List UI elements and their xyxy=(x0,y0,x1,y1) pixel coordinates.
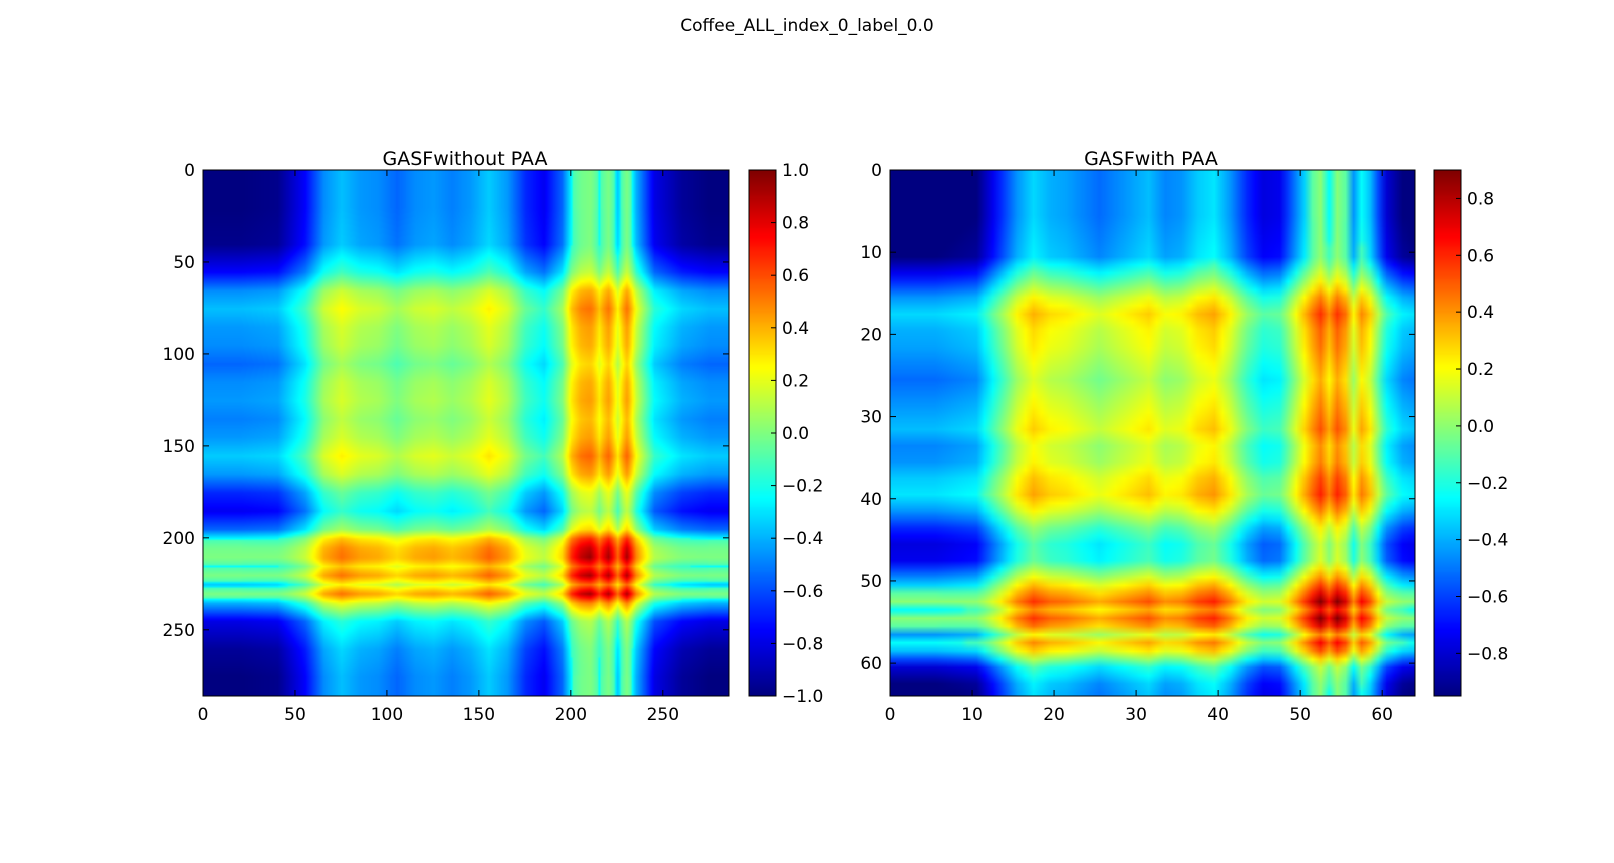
colorbar-tick-label: −0.6 xyxy=(782,582,823,602)
x-tick-label: 20 xyxy=(1043,705,1065,725)
y-tick-label: 0 xyxy=(184,161,195,181)
colorbar-tick-label: −0.6 xyxy=(1467,587,1508,607)
y-tick-label: 50 xyxy=(173,253,195,273)
y-tick-label: 50 xyxy=(860,572,882,592)
colorbar-tick-label: 0.6 xyxy=(1467,246,1494,266)
x-tick-label: 40 xyxy=(1207,705,1229,725)
y-tick-label: 100 xyxy=(163,345,195,365)
colorbar-tick-label: 1.0 xyxy=(782,161,809,181)
x-tick-label: 100 xyxy=(371,705,403,725)
y-axis: 0 50 100 150 200 250 xyxy=(163,161,729,641)
figure-title: Coffee_ALL_index_0_label_0.0 xyxy=(680,16,934,36)
x-tick-label: 200 xyxy=(555,705,587,725)
y-tick-label: 10 xyxy=(860,243,882,263)
colorbar-tick-label: −0.8 xyxy=(1467,644,1508,664)
x-tick-label: 50 xyxy=(284,705,306,725)
y-tick-label: 40 xyxy=(860,490,882,510)
heatmap-image xyxy=(203,170,729,696)
colorbar-tick-label: −0.2 xyxy=(1467,474,1508,494)
colorbar-tick-label: −0.4 xyxy=(1467,531,1508,551)
chart-panel-right: GASFwith PAA 0 10 20 30 40 50 60 0 10 20 30 40 50 60… xyxy=(860,148,1508,725)
colorbar-tick-label: −1.0 xyxy=(782,687,823,707)
x-tick-label: 30 xyxy=(1125,705,1147,725)
y-tick-label: 0 xyxy=(871,161,882,181)
y-tick-label: 250 xyxy=(163,621,195,641)
colorbar-tick-label: 0.8 xyxy=(782,214,809,234)
x-tick-label: 60 xyxy=(1371,705,1393,725)
chart-title: GASFwithout PAA xyxy=(383,148,548,170)
colorbar-axis: 0.8 0.6 0.4 0.2 0.0 −0.2 −0.4 −0.6 −0.8 xyxy=(1456,189,1508,664)
heatmap-frame xyxy=(202,169,730,697)
x-tick-label: 250 xyxy=(647,705,679,725)
colorbar-axis: 1.0 0.8 0.6 0.4 0.2 0.0 −0.2 −0.4 −0.6 −0.8 −1.0 xyxy=(771,161,823,707)
chart-title: GASFwith PAA xyxy=(1084,148,1218,170)
x-tick-label: 50 xyxy=(1289,705,1311,725)
y-tick-label: 200 xyxy=(163,529,195,549)
colorbar-tick-label: 0.6 xyxy=(782,266,809,286)
chart-panel-left: GASFwithout PAA 0 50 100 150 200 250 0 50 100 15… xyxy=(163,148,824,725)
y-tick-label: 30 xyxy=(860,408,882,428)
colorbar-tick-label: −0.2 xyxy=(782,477,823,497)
x-tick-label: 0 xyxy=(885,705,896,725)
x-tick-label: 150 xyxy=(463,705,495,725)
heatmap-image xyxy=(890,170,1415,696)
colorbar-tick-label: 0.2 xyxy=(782,371,809,391)
colorbar-tick-label: −0.8 xyxy=(782,634,823,654)
y-tick-label: 60 xyxy=(860,654,882,674)
colorbar-tick-label: 0.0 xyxy=(782,424,809,444)
y-tick-label: 20 xyxy=(860,325,882,345)
y-tick-label: 150 xyxy=(163,437,195,457)
colorbar-tick-label: 0.0 xyxy=(1467,417,1494,437)
colorbar-tick-label: 0.2 xyxy=(1467,360,1494,380)
colorbar-tick-label: −0.4 xyxy=(782,529,823,549)
colorbar-tick-label: 0.4 xyxy=(782,319,809,339)
heatmap-frame xyxy=(889,169,1416,697)
colorbar-image xyxy=(1434,170,1461,696)
x-tick-label: 0 xyxy=(198,705,209,725)
x-tick-label: 10 xyxy=(961,705,983,725)
colorbar-tick-label: 0.4 xyxy=(1467,303,1494,323)
x-axis: 0 10 20 30 40 50 60 xyxy=(885,170,1393,725)
y-axis: 0 10 20 30 40 50 60 xyxy=(860,161,1415,674)
colorbar-frame xyxy=(1433,169,1462,697)
colorbar-tick-label: 0.8 xyxy=(1467,189,1494,209)
x-axis: 0 50 100 150 200 250 xyxy=(198,170,679,725)
